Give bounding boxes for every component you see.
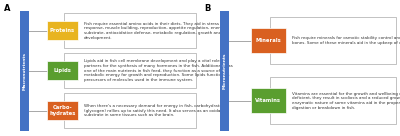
Text: Lipids aid in fish cell membrane development and play a vital role as
partners f: Lipids aid in fish cell membrane develop…: [84, 59, 233, 82]
FancyBboxPatch shape: [47, 21, 78, 40]
Text: Micronutrients: Micronutrients: [222, 52, 226, 89]
FancyBboxPatch shape: [20, 11, 29, 131]
FancyBboxPatch shape: [251, 88, 286, 113]
Text: B: B: [204, 4, 210, 13]
Text: Vitamins are essential for the growth and wellbeing of fish. When
deficient, the: Vitamins are essential for the growth an…: [292, 92, 400, 110]
FancyBboxPatch shape: [64, 13, 196, 48]
Text: When there's a necessary demand for energy in fish, carbohydrate
(glycogen) rall: When there's a necessary demand for ener…: [84, 104, 228, 117]
FancyBboxPatch shape: [64, 93, 196, 128]
FancyBboxPatch shape: [251, 28, 286, 53]
FancyBboxPatch shape: [47, 61, 78, 80]
Text: Minerals: Minerals: [255, 38, 281, 43]
Text: Fish require minerals for osmotic stability control and the formation of
bones. : Fish require minerals for osmotic stabil…: [292, 36, 400, 45]
FancyBboxPatch shape: [270, 77, 396, 124]
Text: Macronutrients: Macronutrients: [22, 52, 26, 90]
Text: Fish require essential amino acids in their diets. They aid in stress
response, : Fish require essential amino acids in th…: [84, 22, 225, 40]
Text: Vitamins: Vitamins: [255, 98, 281, 103]
FancyBboxPatch shape: [64, 53, 196, 88]
Text: Lipids: Lipids: [54, 68, 71, 73]
FancyBboxPatch shape: [220, 11, 229, 131]
Text: Proteins: Proteins: [50, 28, 75, 33]
FancyBboxPatch shape: [47, 101, 78, 120]
Text: A: A: [4, 4, 10, 13]
Text: Carbo-
hydrates: Carbo- hydrates: [49, 105, 76, 116]
FancyBboxPatch shape: [270, 17, 396, 64]
